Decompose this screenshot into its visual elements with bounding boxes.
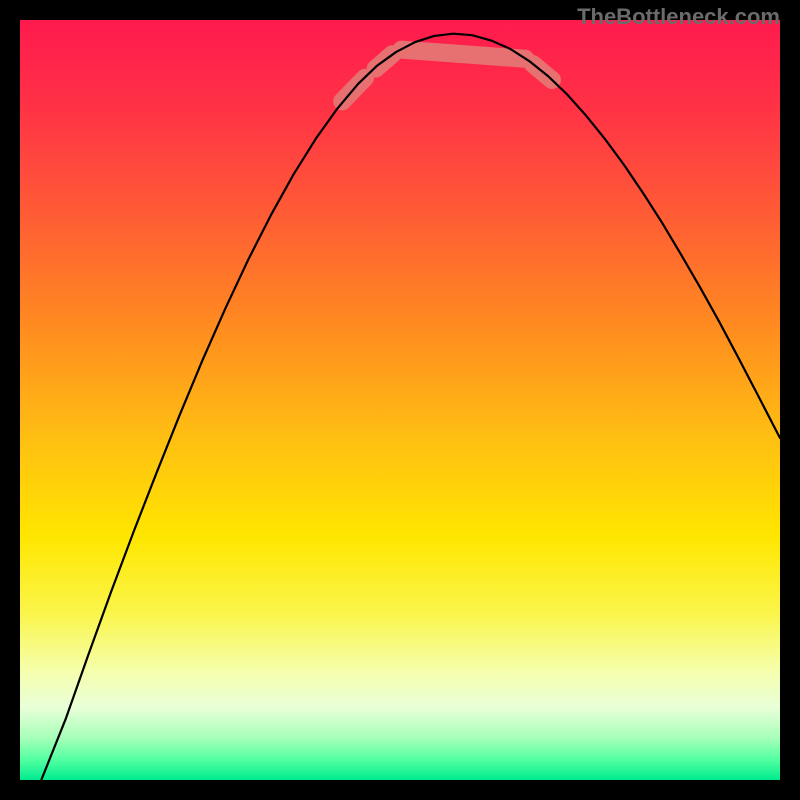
gradient-background (20, 20, 780, 780)
chart-frame: TheBottleneck.com (0, 0, 800, 800)
watermark-text: TheBottleneck.com (577, 4, 780, 30)
marker-segment (402, 50, 526, 59)
plot-area (20, 20, 780, 780)
bottleneck-chart (20, 20, 780, 780)
